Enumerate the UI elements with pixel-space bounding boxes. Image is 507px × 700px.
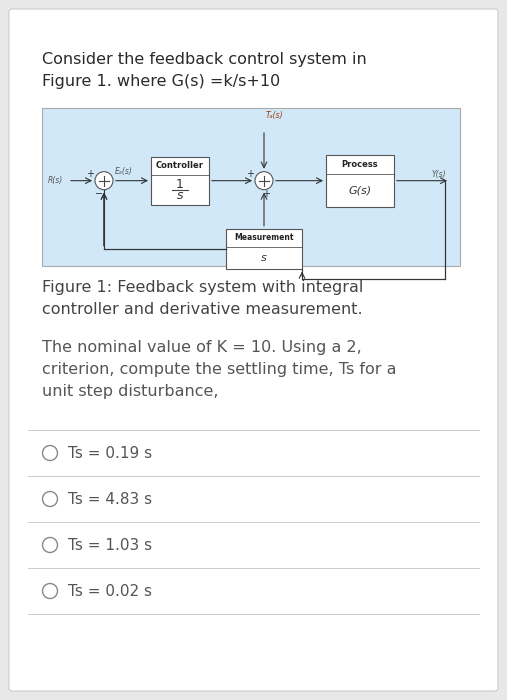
Bar <box>326 155 394 206</box>
Bar <box>42 108 460 266</box>
Text: Figure 1: Feedback system with integral: Figure 1: Feedback system with integral <box>42 280 364 295</box>
Text: controller and derivative measurement.: controller and derivative measurement. <box>42 302 363 317</box>
Text: s: s <box>261 253 267 262</box>
Circle shape <box>43 445 57 461</box>
FancyBboxPatch shape <box>9 9 498 691</box>
Circle shape <box>255 172 273 190</box>
Circle shape <box>43 491 57 507</box>
Text: criterion, compute the settling time, Ts for a: criterion, compute the settling time, Ts… <box>42 362 396 377</box>
Circle shape <box>43 538 57 552</box>
Text: −: − <box>95 189 103 199</box>
Text: The nominal value of K = 10. Using a 2,: The nominal value of K = 10. Using a 2, <box>42 340 362 355</box>
Text: +: + <box>262 189 270 199</box>
Text: Measurement: Measurement <box>234 233 294 242</box>
Bar <box>151 157 209 204</box>
Text: Tₐ(s): Tₐ(s) <box>266 111 283 120</box>
Text: Controller: Controller <box>156 161 204 170</box>
Text: Ts = 1.03 s: Ts = 1.03 s <box>68 538 152 552</box>
Text: Process: Process <box>342 160 378 169</box>
Text: 1: 1 <box>176 178 184 191</box>
Text: G(s): G(s) <box>348 186 372 195</box>
Text: +: + <box>246 169 254 178</box>
Text: Eₐ(s): Eₐ(s) <box>115 167 133 176</box>
Text: Ts = 0.19 s: Ts = 0.19 s <box>68 445 152 461</box>
Circle shape <box>43 584 57 598</box>
Circle shape <box>95 172 113 190</box>
Text: Figure 1. where G(s) =k/s+10: Figure 1. where G(s) =k/s+10 <box>42 74 280 89</box>
Text: unit step disturbance,: unit step disturbance, <box>42 384 219 399</box>
Text: Consider the feedback control system in: Consider the feedback control system in <box>42 52 367 67</box>
Bar <box>226 229 302 269</box>
Text: Ts = 4.83 s: Ts = 4.83 s <box>68 491 152 507</box>
Text: +: + <box>86 169 94 178</box>
Text: R(s): R(s) <box>48 176 63 186</box>
Text: Ts = 0.02 s: Ts = 0.02 s <box>68 584 152 598</box>
Text: Y(s): Y(s) <box>431 169 446 178</box>
Text: s: s <box>177 189 183 202</box>
